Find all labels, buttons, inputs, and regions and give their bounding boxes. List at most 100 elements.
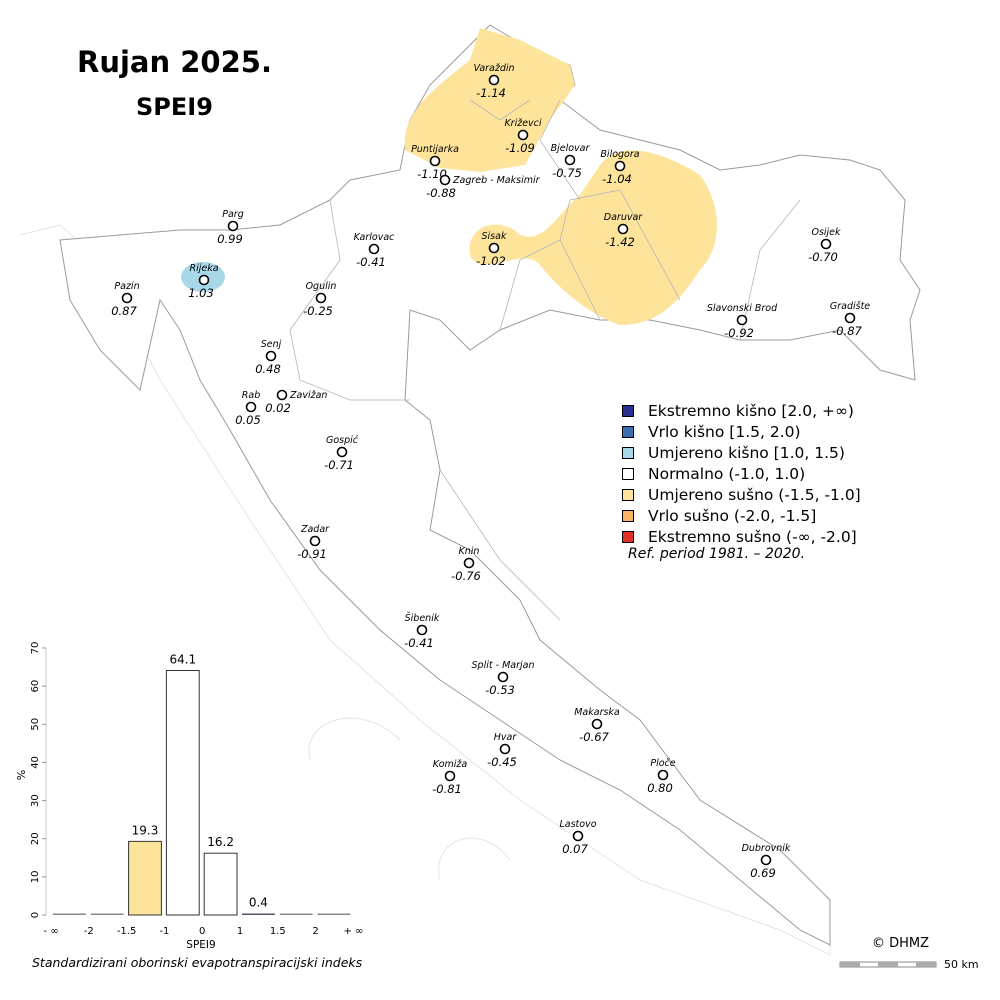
- station-name: Bilogora: [600, 149, 639, 160]
- station-name: Hvar: [494, 732, 518, 743]
- copyright: © DHMZ: [872, 936, 930, 951]
- station-value: -0.41: [404, 636, 434, 650]
- station-name: Split - Marjan: [472, 660, 535, 671]
- station-value: -0.75: [552, 166, 582, 180]
- station-name: Slavonski Brod: [707, 303, 778, 314]
- station-marker: Varaždin -1.14: [473, 63, 514, 100]
- station-name: Bjelovar: [551, 143, 591, 154]
- y-tick-label: 0: [30, 912, 41, 918]
- station-circle-icon: [657, 769, 669, 781]
- scale-bar: [839, 961, 937, 968]
- histogram-bar: [317, 913, 351, 915]
- station-value: -0.53: [485, 683, 515, 697]
- station-name: Knin: [459, 546, 480, 557]
- legend-item: Ekstremno kišno [2.0, +∞): [622, 400, 861, 421]
- histogram-bar: [165, 670, 200, 916]
- station-marker: Zagreb - Maksimir-0.88: [426, 174, 541, 200]
- x-tick-label: 0: [199, 926, 205, 937]
- station-name: Pazin: [114, 281, 139, 292]
- station-value: -1.10: [417, 167, 447, 181]
- station-circle-icon: [368, 243, 380, 255]
- y-tick-label: 20: [30, 832, 41, 845]
- station-name: Lastovo: [559, 819, 596, 830]
- station-marker: Split - Marjan -0.53: [472, 660, 535, 697]
- station-value: -0.88: [426, 186, 456, 200]
- station-name: Zagreb - Maksimir: [452, 175, 541, 186]
- station-circle-icon: [820, 238, 832, 250]
- station-value: -0.45: [487, 755, 517, 769]
- station-marker: Senj 0.48: [255, 339, 281, 376]
- station-name: Ogulin: [306, 281, 337, 292]
- station-marker: Karlovac -0.41: [354, 232, 396, 269]
- station-marker: Lastovo 0.07: [559, 819, 596, 856]
- station-name: Komiža: [433, 759, 468, 770]
- station-circle-icon: [617, 223, 629, 235]
- y-axis-label: %: [15, 770, 28, 780]
- station-circle-icon: [497, 671, 509, 683]
- station-circle-icon: [614, 160, 626, 172]
- station-value: 1.03: [188, 286, 214, 300]
- station-circle-icon: [444, 770, 456, 782]
- station-circle-icon: [416, 624, 428, 636]
- station-name: Zavižan: [289, 390, 327, 401]
- station-circle-icon: [276, 389, 288, 401]
- station-value: 0.69: [750, 866, 776, 880]
- station-marker: Rab 0.05: [235, 390, 261, 427]
- station-name: Šibenik: [405, 612, 440, 624]
- station-name: Ploče: [650, 758, 675, 769]
- legend-swatch: [622, 530, 634, 543]
- legend-item: Ekstremno sušno (-∞, -2.0]: [622, 526, 861, 547]
- station-value: 0.05: [235, 413, 261, 427]
- station-circle-icon: [315, 292, 327, 304]
- legend-label: Ekstremno kišno [2.0, +∞): [648, 401, 854, 420]
- legend-item: Normalno (-1.0, 1.0): [622, 463, 861, 484]
- x-tick-label: 1.5: [270, 926, 286, 937]
- x-tick-label: -1.5: [117, 926, 137, 937]
- station-value: 0.48: [255, 362, 281, 376]
- bar-value-label: 16.2: [207, 835, 234, 849]
- legend-label: Umjereno kišno [1.0, 1.5): [648, 443, 845, 462]
- station-marker: Dubrovnik 0.69: [742, 843, 791, 880]
- station-marker: Makarska -0.67: [574, 707, 620, 744]
- county-borders: [289, 99, 801, 621]
- histogram-bar: [90, 913, 124, 915]
- station-name: Križevci: [504, 118, 541, 129]
- reference-period: Ref. period 1981. – 2020.: [628, 546, 806, 562]
- station-circle-icon: [309, 535, 321, 547]
- station-name: Zadar: [300, 524, 330, 535]
- station-circle-icon: [429, 155, 441, 167]
- station-value: -0.67: [579, 730, 609, 744]
- station-name: Parg: [222, 209, 244, 220]
- station-value: 0.80: [647, 781, 673, 795]
- station-layer: Varaždin -1.14 Križevci -1.09 Puntijarka -1.1…: [111, 63, 870, 880]
- legend-label: Vrlo kišno [1.5, 2.0): [648, 422, 801, 441]
- station-name: Karlovac: [354, 232, 396, 243]
- station-name: Puntijarka: [411, 144, 459, 155]
- station-value: 0.87: [111, 304, 137, 318]
- station-marker: Križevci -1.09: [504, 118, 541, 155]
- station-marker: Puntijarka -1.10: [411, 144, 459, 181]
- station-circle-icon: [844, 312, 856, 324]
- station-value: -1.09: [505, 141, 535, 155]
- x-tick-label: - ∞: [43, 926, 58, 937]
- station-marker: Zadar -0.91: [297, 524, 330, 561]
- station-circle-icon: [517, 129, 529, 141]
- station-value: -0.70: [808, 250, 838, 264]
- dry-area-north: [404, 28, 575, 172]
- station-circle-icon: [488, 74, 500, 86]
- station-circle-icon: [439, 174, 451, 186]
- histogram-bar: [203, 852, 238, 916]
- y-tick-label: 70: [30, 642, 41, 655]
- station-value: -1.04: [602, 172, 632, 186]
- station-marker: Ploče 0.80: [647, 758, 676, 795]
- station-value: -0.81: [432, 782, 462, 796]
- station-marker: Knin -0.76: [451, 546, 481, 583]
- station-value: -0.25: [303, 304, 333, 318]
- y-tick-label: 30: [30, 794, 41, 807]
- station-name: Makarska: [574, 707, 620, 718]
- legend-label: Umjereno sušno (-1.5, -1.0]: [648, 485, 861, 504]
- dry-area-east: [469, 150, 717, 325]
